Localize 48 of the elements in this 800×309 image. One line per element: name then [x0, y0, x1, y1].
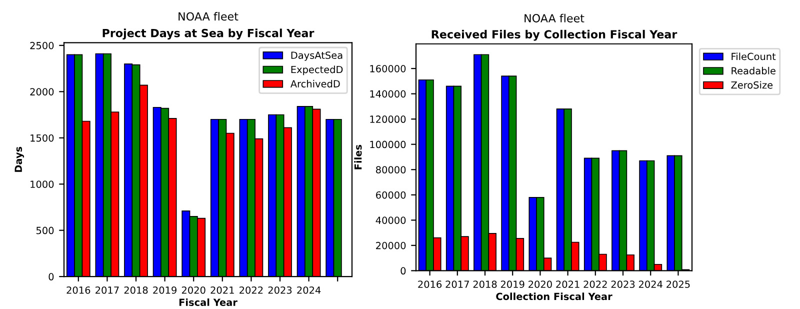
legend-label: Readable: [732, 66, 776, 74]
x-tick-label: 2023: [611, 280, 635, 288]
x-tick-label: 2025: [666, 280, 690, 288]
x-tick-label: 2022: [240, 286, 263, 294]
y-axis-title: Files: [354, 144, 362, 170]
x-tick-label: 2024: [297, 286, 321, 294]
x-tick-label: 2020: [182, 286, 206, 294]
x-tick-label: 2018: [473, 280, 497, 288]
chart-title: Project Days at Sea by Fiscal Year: [102, 28, 314, 40]
y-tick-label: 120000: [370, 116, 406, 123]
y-tick-label: 40000: [376, 216, 406, 224]
x-tick-label: 2016: [418, 280, 442, 288]
x-tick-label: 2016: [66, 286, 90, 294]
x-tick-label: 2021: [210, 286, 234, 294]
x-tick-label: 2020: [528, 280, 552, 288]
x-tick-label: 2021: [556, 280, 580, 288]
y-tick-label: 60000: [376, 191, 406, 199]
chart-subtitle: NOAA fleet: [178, 12, 238, 21]
y-tick-label: 140000: [370, 90, 406, 98]
x-tick-label: 2023: [268, 286, 292, 294]
x-tick-label: 2022: [584, 280, 607, 288]
x-tick-label: 2018: [124, 286, 148, 294]
y-tick-label: 100000: [370, 140, 406, 148]
y-tick-label: 2000: [30, 88, 54, 96]
legend-label: ArchivedD: [290, 80, 340, 88]
y-axis-title: Days: [14, 146, 24, 172]
x-axis-title: Fiscal Year: [179, 298, 238, 306]
legend-label: ZeroSize: [731, 81, 773, 89]
x-axis-title: Collection Fiscal Year: [496, 292, 612, 300]
x-tick-label: 2017: [96, 286, 119, 294]
chart-subtitle: NOAA fleet: [524, 14, 584, 22]
legend-label: ExpectedD: [291, 66, 343, 76]
x-tick-label: 2017: [446, 280, 469, 288]
y-tick-label: 1500: [30, 134, 54, 142]
legend-label: DaysAtSea: [291, 52, 342, 61]
y-tick-label: 160000: [370, 64, 406, 72]
y-tick-label: 2500: [30, 42, 54, 50]
x-tick-label: 2019: [153, 286, 176, 294]
x-tick-label: 2019: [500, 280, 524, 288]
y-tick-label: 0: [400, 267, 406, 275]
y-tick-label: 0: [48, 273, 54, 280]
legend-label: FileCount: [732, 52, 776, 60]
chart-title: Received Files by Collection Fiscal Year: [432, 30, 678, 41]
y-tick-label: 500: [36, 226, 54, 234]
y-tick-label: 20000: [376, 242, 406, 250]
y-tick-label: 80000: [376, 166, 406, 174]
y-tick-label: 1000: [30, 180, 54, 188]
x-tick-label: 2024: [638, 280, 662, 288]
